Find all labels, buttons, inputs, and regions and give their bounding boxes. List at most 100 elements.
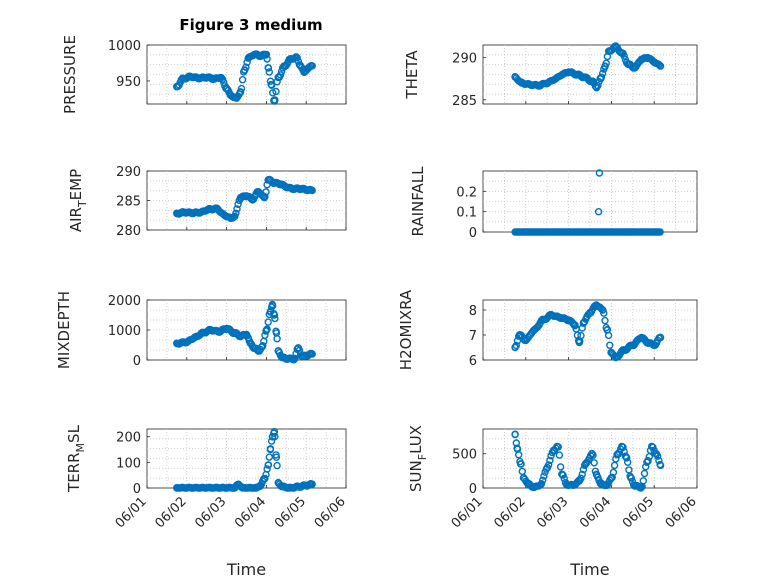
data-point [517,460,525,468]
y-axis-label: TERRMSL [65,424,87,493]
data-point [237,84,246,93]
data-point [594,207,603,216]
y-tick-label: 200 [116,431,141,446]
x-tick-label: 06/02 [153,494,190,531]
data-point [627,474,635,482]
x-axis-label: Time [226,560,266,579]
y-tick-label: 0.1 [456,206,477,221]
data-point [515,451,523,459]
data-point [622,453,631,461]
data-point [656,333,665,342]
data-point [554,443,562,451]
data-point [511,343,519,352]
x-tick-label: 06/06 [663,494,700,531]
data-point [556,313,564,322]
data-point [304,186,312,194]
data-point [260,193,269,202]
data-point [181,208,189,217]
y-tick-label: 1000 [108,39,141,54]
y-tick-label: 7 [469,329,477,344]
data-point [601,316,609,325]
data-point [652,450,660,458]
data-point [254,347,263,355]
data-point [272,329,281,337]
data-point [242,330,251,339]
data-point [248,195,257,204]
data-point [639,477,647,485]
data-point [547,311,556,319]
data-point [183,338,191,346]
data-point [264,461,273,469]
data-point [278,483,286,491]
data-point [280,62,288,71]
data-point [220,211,229,220]
data-point [640,469,649,478]
data-point [246,339,255,348]
subplot-mixdepth: 0 1000 2000 MIXDEPTH [55,291,347,369]
data-point [262,50,271,59]
data-point [173,339,181,348]
y-tick-label: 8 [469,304,477,319]
data-point [196,208,205,217]
data-point [263,465,271,473]
data-point [592,470,601,478]
y-axis-label: AIRTEMP [67,169,89,232]
data-point [233,205,241,213]
figure-title: Figure 3 medium [179,16,322,34]
data-point [238,75,247,84]
data-point [265,68,273,76]
x-axis-label: Time [569,560,609,579]
data-point [656,461,665,470]
x-tick-label: 06/04 [232,494,269,531]
data-point [620,346,628,354]
data-point [276,180,284,188]
data-point [601,62,609,70]
x-tick-label: 06/06 [312,494,349,531]
data-point [573,70,581,79]
subplot-terr-msl: 0 100 200 06/01 06/02 06/03 06/04 06/05 06/06 TER… [65,424,349,579]
y-axis-label: H2OMIXRA [397,289,415,370]
data-point [579,318,588,327]
subplot-h2omixra: 6 7 8 H2OMIXRA [397,289,698,370]
data-point [513,444,521,452]
data-point [556,463,565,471]
data-point [264,318,272,326]
data-point [296,61,304,69]
data-point [232,94,241,102]
data-point [555,451,564,459]
data-point [607,474,616,482]
subplot-theta: 285 290 THETA [403,42,698,109]
data-point [517,79,526,87]
data-point [575,477,583,485]
data-point [520,474,528,482]
data-point [286,55,294,64]
data-point [191,333,199,342]
data-point [238,484,247,492]
data-point [308,62,316,70]
data-point [270,311,279,319]
data-point [173,209,181,218]
data-point [179,75,187,83]
y-tick-label: 2000 [108,294,141,309]
y-tick-label: 290 [116,165,141,180]
data-point [272,453,281,461]
data-point [597,74,605,83]
data-point [549,446,558,454]
data-point [212,205,221,213]
data-point [511,73,519,81]
data-point [650,341,658,349]
data-point [603,481,611,489]
data-point [286,484,294,492]
data-point [270,97,279,105]
data-point [605,47,613,55]
y-tick-label: 285 [452,94,477,109]
data-point [569,481,577,489]
data-point [558,70,566,79]
data-point [264,176,273,184]
data-point [539,316,547,324]
y-tick-label: 0.2 [456,185,477,200]
data-point [524,480,532,488]
data-point [304,64,312,72]
x-tick-label: 06/03 [534,494,571,531]
